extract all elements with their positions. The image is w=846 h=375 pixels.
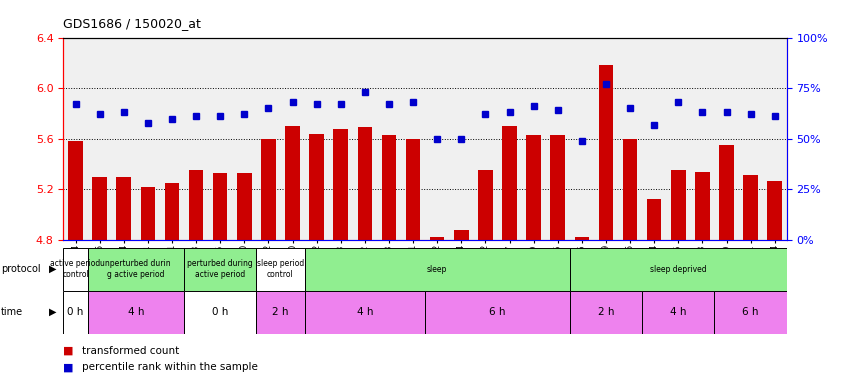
Text: perturbed during
active period: perturbed during active period bbox=[187, 260, 253, 279]
Bar bbox=[358, 128, 372, 240]
Bar bbox=[261, 139, 276, 240]
Bar bbox=[87, 248, 184, 291]
Bar bbox=[184, 248, 256, 291]
Bar bbox=[719, 145, 733, 240]
Bar bbox=[87, 291, 184, 334]
Bar bbox=[599, 65, 613, 240]
Bar bbox=[305, 248, 569, 291]
Text: ■: ■ bbox=[63, 346, 74, 355]
Bar bbox=[570, 291, 642, 334]
Text: transformed count: transformed count bbox=[82, 346, 179, 355]
Bar bbox=[642, 291, 714, 334]
Bar bbox=[189, 170, 203, 240]
Text: ■: ■ bbox=[63, 363, 74, 372]
Text: ▶: ▶ bbox=[49, 264, 57, 274]
Bar bbox=[63, 291, 87, 334]
Bar bbox=[237, 173, 251, 240]
Text: sleep: sleep bbox=[427, 265, 448, 274]
Bar bbox=[551, 135, 565, 240]
Bar bbox=[165, 183, 179, 240]
Bar bbox=[503, 126, 517, 240]
Text: unperturbed durin
g active period: unperturbed durin g active period bbox=[101, 260, 171, 279]
Bar bbox=[570, 248, 787, 291]
Bar bbox=[184, 291, 256, 334]
Bar bbox=[454, 230, 469, 240]
Bar bbox=[574, 237, 589, 240]
Bar bbox=[213, 173, 228, 240]
Bar bbox=[406, 139, 420, 240]
Text: sleep period
control: sleep period control bbox=[257, 260, 304, 279]
Text: protocol: protocol bbox=[1, 264, 41, 274]
Text: time: time bbox=[1, 307, 23, 317]
Bar bbox=[140, 187, 155, 240]
Text: sleep deprived: sleep deprived bbox=[650, 265, 706, 274]
Bar bbox=[256, 291, 305, 334]
Bar bbox=[63, 248, 87, 291]
Bar bbox=[430, 237, 444, 240]
Text: 4 h: 4 h bbox=[670, 307, 687, 317]
Bar bbox=[526, 135, 541, 240]
Text: 0 h: 0 h bbox=[212, 307, 228, 317]
Text: 2 h: 2 h bbox=[272, 307, 288, 317]
Bar bbox=[714, 291, 787, 334]
Text: ▶: ▶ bbox=[49, 307, 57, 317]
Text: 6 h: 6 h bbox=[489, 307, 506, 317]
Bar bbox=[92, 177, 107, 240]
Text: 6 h: 6 h bbox=[742, 307, 759, 317]
Text: 4 h: 4 h bbox=[356, 307, 373, 317]
Bar bbox=[117, 177, 131, 240]
Text: active period
control: active period control bbox=[51, 260, 101, 279]
Text: 0 h: 0 h bbox=[68, 307, 84, 317]
Bar bbox=[382, 135, 396, 240]
Bar bbox=[478, 170, 492, 240]
Text: 4 h: 4 h bbox=[128, 307, 144, 317]
Bar bbox=[69, 141, 83, 240]
Text: percentile rank within the sample: percentile rank within the sample bbox=[82, 363, 258, 372]
Bar bbox=[333, 129, 348, 240]
Text: 2 h: 2 h bbox=[597, 307, 614, 317]
Bar bbox=[647, 200, 662, 240]
Bar bbox=[744, 176, 758, 240]
Bar bbox=[767, 180, 782, 240]
Bar bbox=[305, 291, 425, 334]
Bar bbox=[671, 170, 685, 240]
Bar bbox=[310, 134, 324, 240]
Bar bbox=[623, 139, 637, 240]
Bar bbox=[695, 172, 710, 240]
Bar bbox=[285, 126, 299, 240]
Bar bbox=[425, 291, 569, 334]
Text: GDS1686 / 150020_at: GDS1686 / 150020_at bbox=[63, 17, 201, 30]
Bar bbox=[256, 248, 305, 291]
